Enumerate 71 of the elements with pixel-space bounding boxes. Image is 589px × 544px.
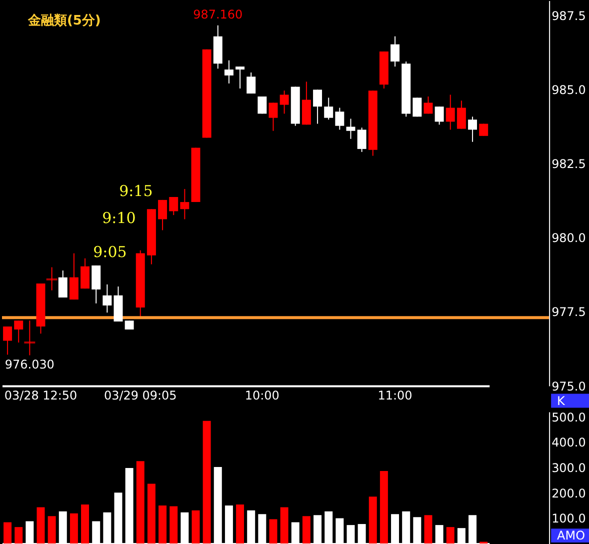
candlestick <box>390 36 400 68</box>
bar <box>269 519 278 544</box>
x-tick-label: 03/29 09:05 <box>104 388 177 402</box>
candlestick <box>324 97 334 120</box>
bar <box>170 506 178 544</box>
annotation: 9:05 <box>93 243 127 262</box>
bar <box>36 507 45 544</box>
y-tick-label: 987.5 <box>552 8 586 23</box>
y-tick-label: 400.0 <box>552 436 586 450</box>
text: AMO <box>557 528 585 543</box>
bar <box>14 527 23 544</box>
annotation: 9:15 <box>119 182 153 200</box>
candlestick <box>80 258 90 290</box>
bar <box>380 471 388 544</box>
y-tick-label: 300.0 <box>552 461 586 476</box>
annotation: 976.030 <box>4 357 54 372</box>
bar <box>147 484 156 544</box>
candlestick <box>246 72 256 94</box>
candlestick <box>180 188 190 220</box>
x-tick-label: 11:00 <box>378 388 412 402</box>
y-tick-label: 982.5 <box>552 156 586 171</box>
candlestick <box>468 116 478 142</box>
bar <box>368 496 377 544</box>
candlestick <box>346 118 356 140</box>
bar <box>158 506 167 544</box>
candlestick <box>335 107 344 130</box>
bar <box>302 516 310 544</box>
candlestick <box>424 96 433 114</box>
candlestick <box>412 97 422 118</box>
y-tick-label: 200.0 <box>552 486 586 500</box>
bar <box>81 504 90 544</box>
text: 金融類(5分) <box>26 13 101 28</box>
candlestick <box>158 199 168 231</box>
bar <box>136 461 144 544</box>
bar <box>424 515 432 544</box>
bar <box>446 527 454 544</box>
candlestick <box>313 89 322 124</box>
bar <box>70 513 78 544</box>
candlestick <box>434 106 444 126</box>
y-tick-label: 977.5 <box>552 305 586 320</box>
candlestick <box>169 196 178 216</box>
candlestick <box>446 94 455 130</box>
y-tick-label: 100.0 <box>552 512 586 526</box>
bar <box>236 504 244 544</box>
candlestick <box>3 326 12 356</box>
candlestick <box>69 252 78 300</box>
y-tick-label: 975.0 <box>552 379 586 394</box>
candlestick <box>102 284 112 314</box>
text: K <box>557 394 566 408</box>
y-tick-label: 500.0 <box>552 410 586 424</box>
candlestick <box>236 66 245 89</box>
candlestick <box>268 102 278 132</box>
annotation: 987.160 <box>193 7 243 22</box>
bar <box>192 510 200 544</box>
bar <box>280 507 288 544</box>
candlestick <box>258 96 267 114</box>
bar <box>202 420 211 544</box>
x-tick-label: 10:00 <box>244 388 280 402</box>
y-tick-label: 980.0 <box>552 231 586 246</box>
candlestick <box>357 127 366 152</box>
annotation: 9:10 <box>102 209 136 228</box>
candlestick <box>479 123 488 136</box>
candlestick <box>224 60 234 84</box>
candlestick <box>456 100 466 130</box>
bar <box>48 516 56 544</box>
x-tick-label: 03/28 12:50 <box>4 388 78 402</box>
y-tick-label: 985.0 <box>552 82 586 97</box>
candlestick <box>58 270 68 298</box>
bar <box>4 522 12 544</box>
candlestick <box>280 90 289 114</box>
candlestick <box>14 320 24 344</box>
